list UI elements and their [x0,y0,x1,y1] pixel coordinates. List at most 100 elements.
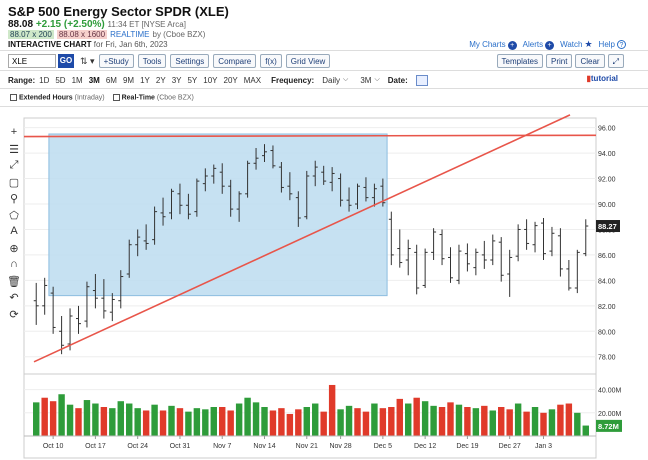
range-option-2y[interactable]: 2Y [155,75,166,85]
ohlc-bar [169,188,174,220]
x-tick-label: Dec 5 [374,443,392,450]
range-option-3y[interactable]: 3Y [171,75,182,85]
shape-icon[interactable]: ⬠ [9,209,19,222]
frequency-select[interactable]: Daily [322,75,340,85]
delete-icon[interactable]: 🗑 [7,275,21,288]
ohlc-bar [143,224,149,250]
volume-bar [261,407,268,436]
price-change: +2.15 (+2.50%) [35,19,105,30]
range-option-1d[interactable]: 1D [39,75,50,85]
range-option-10y[interactable]: 10Y [203,75,218,85]
volume-bar [252,402,260,436]
crosshair-icon[interactable]: + [10,126,18,138]
page-title: S&P 500 Energy Sector SPDR (XLE) [8,4,229,19]
y-tick-label: 90.00 [598,202,616,209]
tools-button[interactable]: Tools [137,54,167,68]
ohlc-bar [236,191,242,222]
plus-icon: + [507,40,517,50]
grid-view-button[interactable]: Grid View [285,54,331,68]
support-trendline[interactable] [33,114,571,363]
print-button[interactable]: Print [546,54,573,68]
range-option-5d[interactable]: 5D [55,75,66,85]
my-charts-link[interactable]: My Charts + [469,40,517,50]
calendar-icon[interactable] [415,74,428,86]
ohlc-bar [439,229,445,266]
volume-bar [159,410,167,436]
period-select[interactable]: 3M [360,75,372,85]
trendline-icon[interactable]: ⤢ [9,159,19,171]
reset-icon[interactable]: ⟳ [9,308,19,321]
measure-icon[interactable]: ⊕ [9,242,19,255]
volume-bar [210,407,217,436]
ohlc-bar [321,165,327,185]
x-tick-label: Jan 3 [535,443,552,450]
tutorial-link[interactable]: ▮tutorial [586,74,618,83]
volume-bar [295,409,302,436]
extended-hours-label: Extended Hours [19,94,73,102]
highlight-zone[interactable] [48,133,388,297]
realtime-checkbox[interactable]: Real-Time (Cboe BZX) [112,94,194,102]
watch-link[interactable]: Watch ★ [560,39,592,50]
pattern-icon[interactable]: ⚲ [9,193,19,205]
magnet-icon[interactable]: ∩ [10,258,18,270]
ohlc-bar [76,305,81,334]
expand-icon[interactable]: ⤢ [607,54,624,68]
realtime-link[interactable]: REALTIME [110,30,150,39]
ohlc-bar [549,226,555,257]
volume-bar [421,401,429,436]
volume-bar [379,408,387,436]
range-option-9m[interactable]: 9M [122,75,135,85]
price-bars [33,144,589,355]
range-option-20y[interactable]: 20Y [223,75,238,85]
help-link[interactable]: Help? [599,40,626,49]
range-option-6m[interactable]: 6M [105,75,117,85]
interactive-chart-date: for Fri, Jan 6th, 2023 [93,40,168,49]
draw-tool-icon[interactable]: ⇅ ▾ [80,55,95,66]
symbol-input[interactable] [8,54,56,68]
volume-bar [498,407,505,436]
chevron-down-icon[interactable]: ⌵ [343,76,349,83]
range-option-3m[interactable]: 3M [88,75,100,85]
range-options: 1D 5D 1M 3M 6M 9M 1Y 2Y 3Y 5Y 10Y 20Y MAX [39,76,267,85]
undo-icon[interactable]: ↶ [9,292,19,304]
checkbox-icon [10,94,17,101]
alerts-link[interactable]: Alerts + [523,40,555,50]
volume-bar [176,408,184,436]
text-icon[interactable]: A [10,225,18,237]
range-toolbar: Range: 1D 5D 1M 3M 6M 9M 1Y 2Y 3Y 5Y 10Y 20Y MAX Fre… [8,73,624,87]
ohlc-bar [346,187,352,212]
realtime-label: Real-Time [121,94,155,102]
range-option-1y[interactable]: 1Y [140,75,150,85]
chevron-down-icon[interactable]: ⌵ [374,76,380,83]
range-option-max[interactable]: MAX [243,75,262,85]
templates-button[interactable]: Templates [496,54,544,68]
extended-hours-checkbox[interactable]: Extended Hours (Intraday) [10,94,105,101]
settings-button[interactable]: Settings [170,54,210,68]
volume-bar [244,397,251,436]
volume-tick-label: 40.00M [598,388,622,395]
range-option-5y[interactable]: 5Y [187,75,198,85]
x-tick-label: Dec 19 [456,443,478,450]
ohlc-bar [185,193,191,220]
ohlc-bar [490,234,496,266]
rectangle-icon[interactable]: ▢ [8,176,20,189]
resistance-line[interactable] [23,134,597,138]
fibonacci-icon[interactable]: ☰ [9,143,19,156]
compare-button[interactable]: Compare [213,54,257,68]
volume-bar [328,384,336,436]
range-option-1m[interactable]: 1M [71,75,83,85]
volume-bar [506,409,513,436]
ohlc-bar [464,243,470,272]
clear-button[interactable]: Clear [575,54,605,68]
x-tick-label: Oct 31 [170,443,191,450]
volume-bar [303,407,310,436]
go-button[interactable]: GO [58,54,74,68]
function-button[interactable]: f(x) [260,54,282,68]
ohlc-bar [566,260,572,291]
ohlc-bar [304,170,310,220]
volume-bar [438,407,446,436]
ohlc-bar [42,277,48,315]
volume-bar [286,413,294,436]
add-study-button[interactable]: +Study [98,54,134,68]
